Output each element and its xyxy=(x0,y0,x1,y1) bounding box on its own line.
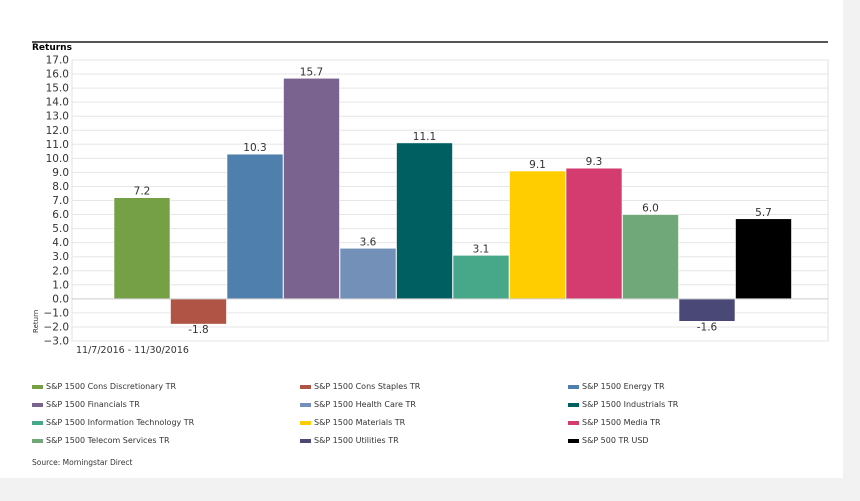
bar xyxy=(509,170,566,300)
legend-label: S&P 1500 Information Technology TR xyxy=(46,418,195,427)
y-tick-label: 6.0 xyxy=(52,209,69,221)
legend-label: S&P 1500 Health Care TR xyxy=(314,400,416,409)
y-tick-label: 15.0 xyxy=(46,83,69,95)
legend-swatch xyxy=(300,438,311,443)
bar xyxy=(678,298,736,322)
legend-label: S&P 1500 Industrials TR xyxy=(582,400,679,409)
bar xyxy=(622,214,679,300)
data-label: 11.1 xyxy=(413,131,436,143)
legend-swatch xyxy=(32,438,43,443)
bar xyxy=(565,167,623,300)
y-tick-label: 3.0 xyxy=(52,251,69,263)
legend-item: S&P 500 TR USD xyxy=(568,436,649,445)
chart-title: Returns xyxy=(32,43,72,53)
legend-label: S&P 500 TR USD xyxy=(582,436,649,445)
bar xyxy=(113,197,171,300)
legend-swatch xyxy=(568,384,579,389)
bar xyxy=(283,77,340,300)
data-label: 3.1 xyxy=(473,243,490,255)
legend-swatch xyxy=(300,384,311,389)
y-tick-label: 7.0 xyxy=(52,195,69,207)
legend-swatch xyxy=(568,438,579,443)
y-tick-label: −2.0 xyxy=(44,321,70,333)
y-tick-label: 1.0 xyxy=(52,279,69,291)
y-tick-label: 14.0 xyxy=(46,97,69,109)
data-label: 10.3 xyxy=(243,142,266,154)
legend-swatch xyxy=(32,402,43,407)
legend-label: S&P 1500 Telecom Services TR xyxy=(46,436,170,445)
title-rule xyxy=(32,41,828,43)
y-tick-label: −1.0 xyxy=(44,307,70,319)
legend-item: S&P 1500 Industrials TR xyxy=(568,400,678,409)
legend-swatch xyxy=(300,402,311,407)
x-axis-label: 11/7/2016 - 11/30/2016 xyxy=(76,345,189,356)
bar xyxy=(735,218,792,300)
data-label: 3.6 xyxy=(360,236,377,248)
legend-item: S&P 1500 Telecom Services TR xyxy=(32,436,170,445)
legend-item: S&P 1500 Energy TR xyxy=(568,382,665,391)
legend-label: S&P 1500 Cons Staples TR xyxy=(314,382,421,391)
legend-swatch xyxy=(32,420,43,425)
data-label: 15.7 xyxy=(300,66,323,78)
legend-item: S&P 1500 Cons Staples TR xyxy=(300,382,420,391)
bar xyxy=(452,254,510,300)
legend-swatch xyxy=(300,420,311,425)
background-strip-bottom xyxy=(0,478,860,501)
legend-item: S&P 1500 Financials TR xyxy=(32,400,140,409)
y-tick-label: 0.0 xyxy=(52,293,69,305)
data-label: 7.2 xyxy=(134,186,151,198)
y-tick-label: 10.0 xyxy=(46,153,69,165)
legend-label: S&P 1500 Cons Discretionary TR xyxy=(46,382,177,391)
data-label: -1.8 xyxy=(188,324,209,336)
background-strip-right xyxy=(843,0,860,501)
legend-item: S&P 1500 Utilities TR xyxy=(300,436,399,445)
legend-label: S&P 1500 Financials TR xyxy=(46,400,140,409)
legend-item: S&P 1500 Health Care TR xyxy=(300,400,416,409)
data-label: -1.6 xyxy=(697,321,718,333)
y-tick-label: 11.0 xyxy=(46,139,69,151)
bar xyxy=(226,153,284,300)
y-axis-label: Return xyxy=(32,310,40,333)
bar xyxy=(170,298,227,325)
legend-label: S&P 1500 Media TR xyxy=(582,418,661,427)
legend-label: S&P 1500 Energy TR xyxy=(582,382,665,391)
legend-swatch xyxy=(568,402,579,407)
legend-item: S&P 1500 Cons Discretionary TR xyxy=(32,382,176,391)
source-note: Source: Morningstar Direct xyxy=(32,458,133,467)
legend-item: S&P 1500 Information Technology TR xyxy=(32,418,194,427)
legend-swatch xyxy=(32,384,43,389)
y-tick-label: 2.0 xyxy=(52,265,69,277)
legend-item: S&P 1500 Media TR xyxy=(568,418,661,427)
bar-chart: −3.0 −2.0 −1.0 0.0 1.0 2.0 3.0 4.0 5.0 6.0 7.0 8.0 9… xyxy=(32,55,829,356)
y-tick-label: 4.0 xyxy=(52,237,69,249)
y-tick-label: −3.0 xyxy=(44,336,70,348)
y-tick-label: 9.0 xyxy=(52,167,69,179)
y-tick-label: 8.0 xyxy=(52,181,69,193)
y-tick-label: 16.0 xyxy=(46,69,69,81)
data-label: 5.7 xyxy=(755,207,772,219)
y-tick-label: 5.0 xyxy=(52,223,69,235)
bar xyxy=(339,247,397,300)
legend-label: S&P 1500 Utilities TR xyxy=(314,436,399,445)
data-label: 9.3 xyxy=(586,156,603,168)
data-label: 9.1 xyxy=(529,159,546,171)
legend-label: S&P 1500 Materials TR xyxy=(314,418,406,427)
legend-swatch xyxy=(568,420,579,425)
y-tick-label: 17.0 xyxy=(46,55,69,67)
bar xyxy=(396,142,453,300)
y-tick-label: 12.0 xyxy=(46,125,69,137)
data-label: 6.0 xyxy=(642,203,659,215)
y-tick-label: 13.0 xyxy=(46,111,69,123)
legend-item: S&P 1500 Materials TR xyxy=(300,418,405,427)
